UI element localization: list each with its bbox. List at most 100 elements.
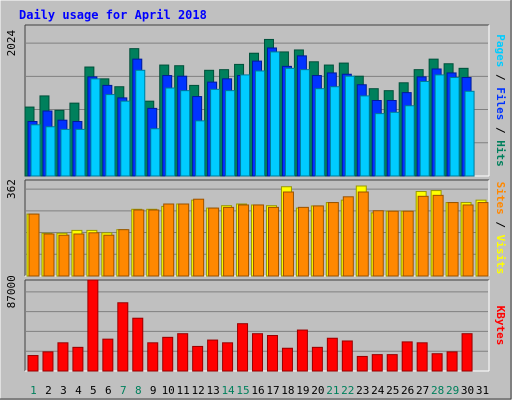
chart-title: Daily usage for April 2018: [19, 8, 207, 22]
series-kbytes: [27, 279, 473, 372]
bar-kbytes-day-11: [177, 333, 189, 372]
bar-sites-day-5: [88, 232, 100, 277]
bar-pages-day-4: [75, 128, 86, 177]
bar-sites-day-28: [432, 194, 444, 277]
x-tick-label-day-18: 18: [281, 384, 294, 397]
bar-sites-day-2: [43, 233, 55, 277]
bar-sites-day-27: [417, 195, 429, 277]
x-tick-label-day-19: 19: [296, 384, 309, 397]
bar-sites-day-20: [312, 205, 324, 277]
bar-pages-day-15: [240, 74, 251, 177]
bar-kbytes-day-29: [446, 351, 458, 372]
bar-kbytes-day-28: [431, 353, 443, 372]
x-tick-label-day-10: 10: [162, 384, 175, 397]
x-tick-label-day-16: 16: [251, 384, 264, 397]
bar-pages-day-18: [284, 67, 295, 177]
chart-panels: 2024 Pages / Files / Hits 362 Sites / Visit…: [5, 24, 507, 372]
bar-pages-day-12: [195, 120, 206, 177]
bar-pages-day-3: [60, 128, 71, 177]
x-tick-label-day-25: 25: [386, 384, 399, 397]
x-tick-label-day-29: 29: [446, 384, 459, 397]
bar-pages-day-19: [299, 69, 310, 177]
bar-sites-day-29: [447, 202, 459, 277]
bar-kbytes-day-26: [401, 341, 413, 372]
bar-sites-day-1: [28, 213, 40, 277]
y-max-tick-label: 362: [5, 179, 18, 199]
right-label-part: Pages: [494, 34, 507, 67]
bar-sites-day-7: [118, 229, 130, 277]
series-sites: [28, 191, 489, 277]
x-tick-label-day-23: 23: [356, 384, 369, 397]
bar-sites-day-26: [402, 210, 414, 277]
bar-sites-day-21: [327, 202, 339, 277]
bar-kbytes-day-9: [147, 342, 159, 372]
y-max-tick-label: 87000: [5, 275, 18, 308]
bar-sites-day-17: [267, 206, 279, 277]
x-tick-label-day-21: 21: [326, 384, 339, 397]
y-max-tick-label: 2024: [5, 30, 18, 57]
bar-kbytes-day-21: [326, 337, 338, 372]
x-tick-label-day-5: 5: [90, 384, 97, 397]
bar-pages-day-2: [45, 126, 56, 177]
bar-kbytes-day-14: [222, 342, 234, 372]
bar-pages-day-23: [359, 95, 370, 177]
x-tick-label-day-8: 8: [135, 384, 142, 397]
bar-sites-day-31: [477, 202, 489, 277]
x-tick-label-day-9: 9: [150, 384, 157, 397]
bar-sites-day-23: [357, 191, 369, 277]
bar-kbytes-day-4: [72, 346, 84, 372]
bar-pages-day-8: [135, 69, 146, 177]
x-tick-label-day-13: 13: [206, 384, 219, 397]
bar-kbytes-day-8: [132, 317, 144, 372]
bar-kbytes-day-20: [311, 346, 323, 372]
x-tick-label-day-4: 4: [75, 384, 82, 397]
x-tick-label-day-2: 2: [45, 384, 52, 397]
panel-kbytes: 87000 KBytes: [5, 275, 507, 372]
right-label-part: Sites: [494, 182, 507, 215]
bar-sites-day-22: [342, 196, 354, 277]
bar-pages-day-10: [165, 87, 176, 177]
bar-pages-day-7: [120, 100, 131, 177]
bar-pages-day-5: [90, 78, 101, 177]
bar-pages-day-20: [314, 88, 325, 177]
bar-kbytes-day-19: [296, 329, 308, 372]
x-tick-label-day-30: 30: [461, 384, 474, 397]
bar-sites-day-8: [133, 209, 145, 277]
x-tick-label-day-22: 22: [341, 384, 354, 397]
panel-right-label: KBytes: [494, 306, 507, 346]
bar-sites-day-4: [73, 233, 85, 277]
bar-kbytes-day-27: [416, 342, 428, 372]
bar-kbytes-day-24: [371, 354, 383, 372]
bar-pages-day-27: [419, 80, 430, 177]
bar-sites-day-16: [253, 204, 265, 277]
bar-pages-day-13: [210, 88, 221, 177]
x-tick-label-day-24: 24: [371, 384, 385, 397]
bar-pages-day-21: [329, 86, 340, 177]
bar-sites-day-13: [208, 207, 220, 277]
right-label-part: Files: [494, 87, 507, 120]
bar-pages-day-11: [180, 90, 191, 177]
x-tick-label-day-6: 6: [105, 384, 112, 397]
bar-kbytes-day-2: [42, 351, 54, 372]
bar-sites-day-15: [238, 204, 250, 277]
bar-sites-day-19: [297, 206, 309, 277]
bar-pages-day-24: [374, 113, 385, 177]
x-axis-labels: 1 2 3 4 5 6 7 8 9 10 11 12 13 14 15 16 17 18 19 20 21 22 23 24 2…: [30, 384, 489, 397]
bar-sites-day-12: [193, 198, 205, 277]
bar-kbytes-day-12: [192, 345, 204, 372]
x-tick-label-day-1: 1: [30, 384, 37, 397]
bar-sites-day-9: [148, 209, 160, 277]
x-tick-label-day-15: 15: [236, 384, 249, 397]
panel-hits-files-pages: 2024 Pages / Files / Hits: [5, 24, 507, 177]
bar-pages-day-29: [449, 77, 460, 177]
bar-kbytes-day-18: [281, 347, 293, 372]
x-tick-label-day-7: 7: [120, 384, 127, 397]
x-tick-label-day-27: 27: [416, 384, 429, 397]
bar-sites-day-10: [163, 203, 175, 277]
bar-kbytes-day-17: [266, 335, 278, 372]
bar-kbytes-day-6: [102, 338, 114, 372]
bar-pages-day-22: [344, 75, 355, 177]
bar-sites-day-3: [58, 234, 70, 277]
bar-sites-day-14: [223, 206, 235, 277]
